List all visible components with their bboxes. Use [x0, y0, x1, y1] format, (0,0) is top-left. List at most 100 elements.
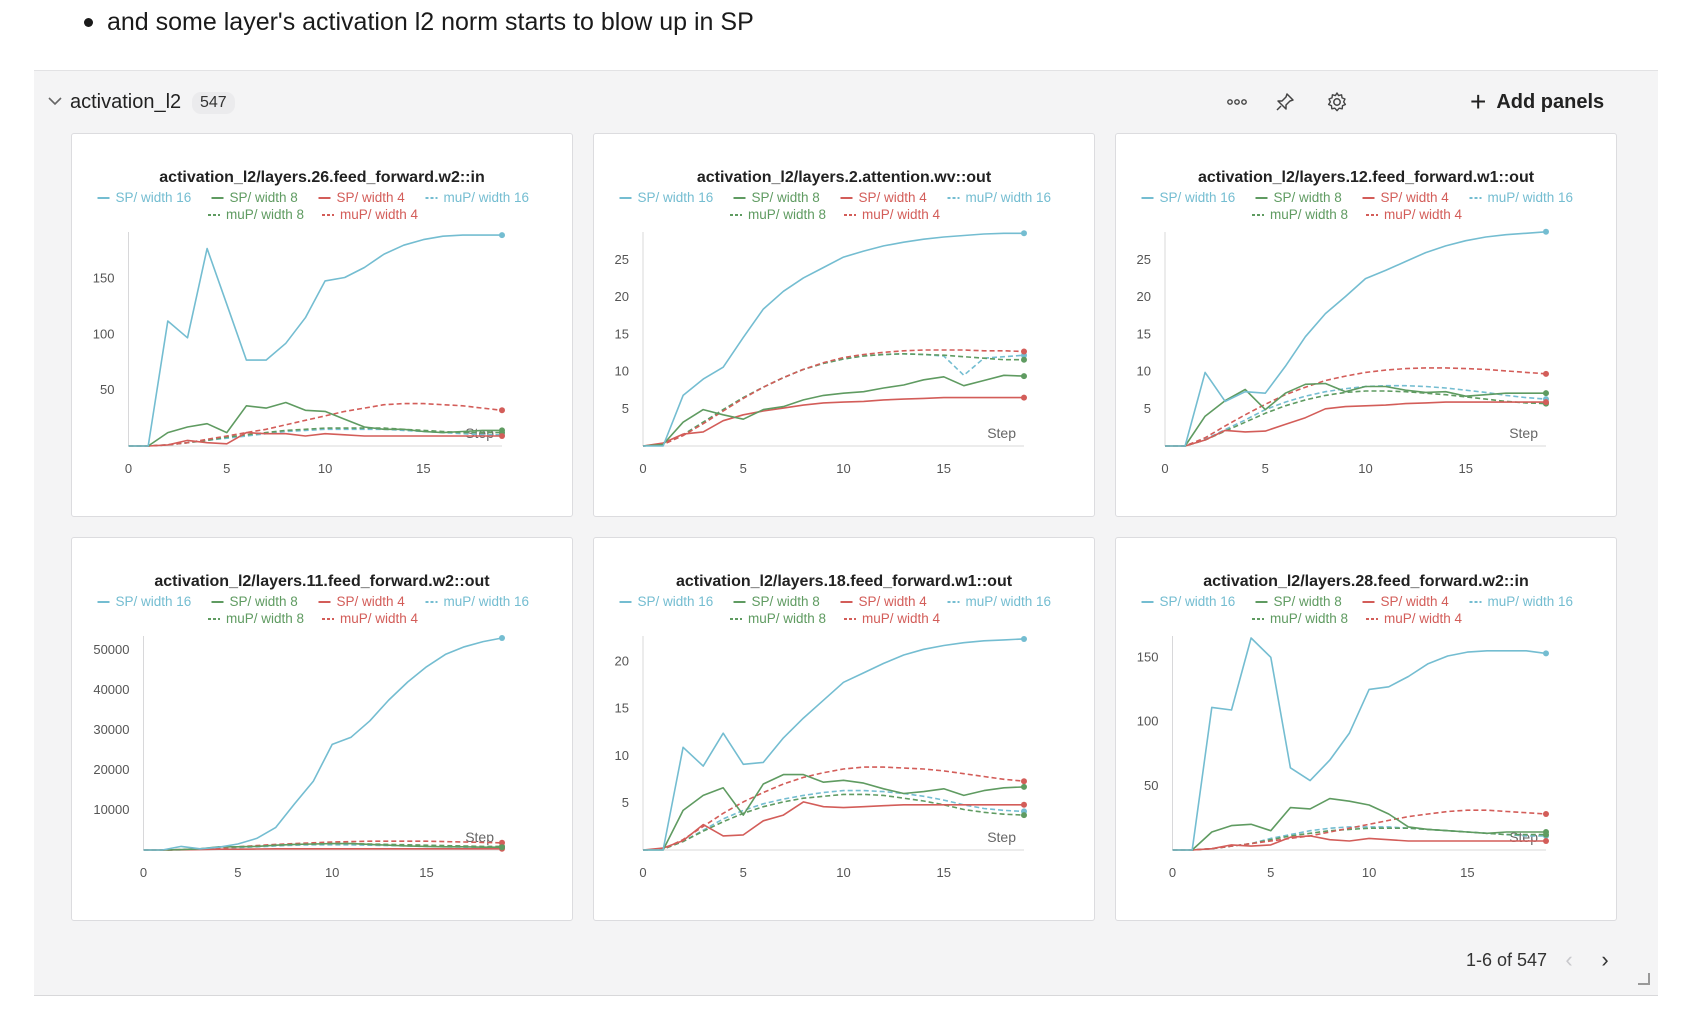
series-end-point-mup4: [1021, 778, 1027, 785]
y-tick-label: 150: [1137, 649, 1159, 664]
x-tick-label: 0: [639, 461, 646, 476]
chart-panel-6[interactable]: activation_l2/layers.28.feed_forward.w2:…: [1115, 537, 1617, 921]
y-tick-label: 40000: [93, 682, 129, 697]
series-end-point-sp8: [1543, 390, 1549, 397]
y-tick-label: 10: [615, 748, 629, 763]
x-tick-label: 15: [1459, 461, 1473, 476]
y-tick-label: 25: [1137, 252, 1151, 267]
legend-label: muP/ width 16: [1488, 190, 1574, 205]
y-tick-label: 15: [615, 326, 629, 341]
series-end-point-sp4: [1543, 838, 1549, 845]
bullet-dot: [84, 18, 93, 27]
more-dots-icon[interactable]: [1220, 85, 1254, 119]
x-tick-label: 10: [836, 461, 850, 476]
chart-title: activation_l2/layers.11.feed_forward.w2:…: [154, 573, 490, 590]
legend-label: SP/ width 16: [116, 594, 192, 609]
chart-panel-4[interactable]: activation_l2/layers.11.feed_forward.w2:…: [71, 537, 573, 921]
x-tick-label: 0: [639, 865, 646, 880]
line-chart: activation_l2/layers.12.feed_forward.w1:…: [1137, 169, 1574, 476]
chart-title: activation_l2/layers.12.feed_forward.w1:…: [1198, 169, 1535, 186]
chevron-right-icon[interactable]: ›: [1601, 947, 1609, 972]
series-line-sp8: [128, 401, 502, 447]
chevron-down-icon[interactable]: [48, 93, 62, 110]
y-tick-label: 20: [615, 654, 629, 669]
chart-panel-3[interactable]: activation_l2/layers.12.feed_forward.w1:…: [1115, 133, 1617, 517]
series-line-mup4: [128, 402, 503, 447]
series-line-mup4: [642, 349, 1025, 447]
y-tick-label: 10000: [93, 802, 129, 817]
x-tick-label: 15: [1460, 865, 1474, 880]
series-end-point-sp4: [1543, 399, 1549, 406]
legend-label: muP/ width 8: [1270, 611, 1348, 626]
gear-icon[interactable]: [1320, 85, 1354, 119]
x-tick-label: 5: [223, 461, 230, 476]
series-line-mup8: [642, 353, 1024, 447]
y-tick-label: 20000: [93, 762, 129, 777]
x-tick-label: 0: [1169, 865, 1176, 880]
series-line-sp16: [643, 232, 1024, 447]
series-line-sp8: [1165, 382, 1546, 447]
legend-label: SP/ width 16: [1160, 190, 1236, 205]
x-tick-label: 0: [140, 865, 147, 880]
series-end-point-mup4: [499, 839, 505, 846]
y-tick-label: 15: [615, 701, 629, 716]
section-header[interactable]: activation_l2 547 + Add panels: [34, 71, 1658, 129]
x-axis-label: Step: [1509, 425, 1538, 441]
series-end-point-mup4: [1021, 348, 1027, 355]
series-end-point-sp8: [1021, 373, 1027, 380]
x-tick-label: 15: [416, 461, 430, 476]
y-tick-label: 25: [615, 252, 629, 267]
plus-icon: +: [1470, 86, 1487, 117]
legend-label: SP/ width 4: [859, 190, 928, 205]
x-tick-label: 10: [325, 865, 339, 880]
line-chart: activation_l2/layers.18.feed_forward.w1:…: [615, 573, 1052, 880]
series-line-mup4: [1172, 809, 1547, 851]
x-tick-label: 15: [937, 461, 951, 476]
y-tick-label: 10: [1137, 364, 1151, 379]
series-line-sp8: [642, 374, 1025, 447]
x-tick-label: 10: [318, 461, 332, 476]
legend-label: muP/ width 8: [748, 207, 826, 222]
series-end-point-sp8: [499, 427, 505, 434]
series-line-sp8: [1172, 797, 1546, 851]
series-end-point-sp16: [1543, 228, 1549, 235]
resize-handle-icon[interactable]: [1638, 973, 1650, 985]
pin-icon[interactable]: [1268, 85, 1302, 119]
y-tick-label: 5: [622, 795, 629, 810]
chart-panel-5[interactable]: activation_l2/layers.18.feed_forward.w1:…: [593, 537, 1095, 921]
add-panels-button[interactable]: + Add panels: [1470, 86, 1604, 118]
legend-label: SP/ width 4: [337, 594, 406, 609]
y-tick-label: 50: [1144, 778, 1158, 793]
legend-label: muP/ width 16: [966, 190, 1052, 205]
series-end-point-sp8: [1021, 783, 1027, 790]
series-line-mup8: [1165, 390, 1547, 447]
x-tick-label: 5: [1262, 461, 1269, 476]
y-tick-label: 5: [1144, 401, 1151, 416]
legend-label: SP/ width 8: [752, 594, 820, 609]
x-axis-label: Step: [987, 829, 1016, 845]
y-tick-label: 15: [1137, 326, 1151, 341]
chart-panel-1[interactable]: activation_l2/layers.26.feed_forward.w2:…: [71, 133, 573, 517]
legend-label: muP/ width 4: [862, 207, 941, 222]
chart-title: activation_l2/layers.28.feed_forward.w2:…: [1203, 573, 1528, 590]
chevron-left-icon[interactable]: ‹: [1565, 947, 1573, 972]
legend-label: muP/ width 4: [862, 611, 941, 626]
legend-label: muP/ width 4: [1384, 207, 1463, 222]
y-tick-label: 50: [100, 382, 114, 397]
chart-title: activation_l2/layers.2.attention.wv::out: [697, 169, 992, 186]
legend-label: SP/ width 8: [230, 594, 298, 609]
legend-label: SP/ width 4: [337, 190, 406, 205]
chart-title: activation_l2/layers.18.feed_forward.w1:…: [676, 573, 1013, 590]
y-tick-label: 50000: [93, 642, 129, 657]
legend-label: SP/ width 8: [1274, 594, 1342, 609]
chart-panel-2[interactable]: activation_l2/layers.2.attention.wv::out…: [593, 133, 1095, 517]
legend-label: muP/ width 4: [340, 611, 419, 626]
series-end-point-mup8: [1021, 812, 1027, 819]
note-text: and some layer's activation l2 norm star…: [107, 8, 754, 36]
note-bullet: and some layer's activation l2 norm star…: [84, 8, 754, 37]
x-tick-label: 5: [1267, 865, 1274, 880]
y-tick-label: 20: [1137, 289, 1151, 304]
series-line-sp16: [143, 637, 503, 851]
series-line-sp16: [1165, 231, 1547, 447]
y-tick-label: 100: [1137, 714, 1159, 729]
